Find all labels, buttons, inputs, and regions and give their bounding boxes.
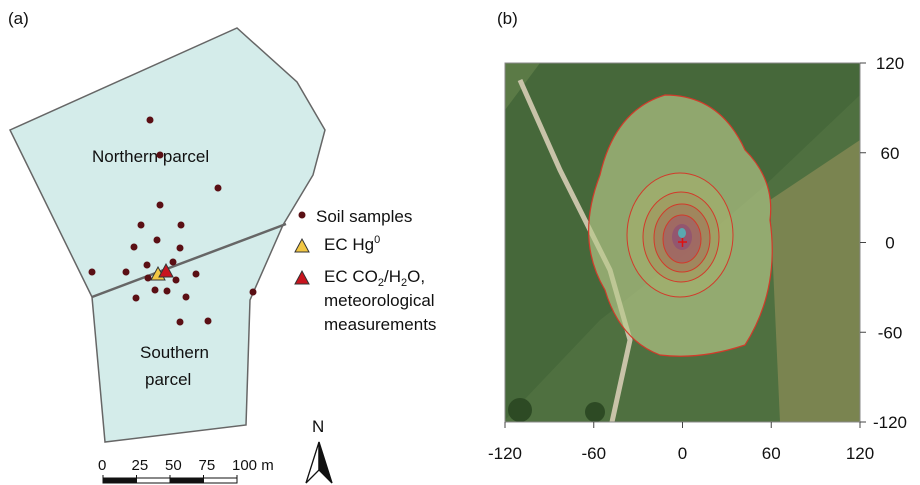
- soil-sample: [169, 258, 177, 266]
- legend-text: measurements: [324, 315, 436, 334]
- scale-segment: [136, 477, 171, 484]
- soil-sample: [177, 221, 185, 229]
- scale-segment: [203, 477, 238, 484]
- soil-sample: [192, 270, 200, 278]
- soil-sample: [130, 243, 138, 251]
- y-tick-label: 120: [876, 54, 904, 73]
- scale-bar: 0 25 50 75 100 m: [98, 457, 274, 484]
- soil-sample: [151, 286, 159, 294]
- scale-segment: [102, 477, 137, 484]
- y-tick-label: -120: [873, 413, 907, 432]
- north-arrow: [305, 441, 320, 484]
- soil-sample: [172, 276, 180, 284]
- scale-label: 75: [199, 457, 216, 474]
- north-arrow: [318, 441, 333, 484]
- scale-segment: [169, 477, 204, 484]
- subscript: 2: [378, 277, 384, 289]
- legend-text-part: EC Hg: [324, 235, 374, 254]
- panel-label: (a): [8, 9, 29, 28]
- legend-text: Soil samples: [316, 207, 412, 226]
- legend-text: meteorological: [324, 291, 435, 310]
- scale-label: 0: [98, 457, 106, 474]
- soil-sample: [182, 293, 190, 301]
- scale-label: 100 m: [232, 457, 274, 474]
- parcel-label: parcel: [145, 370, 191, 389]
- scale-label: 50: [165, 457, 182, 474]
- soil-sample: [176, 318, 184, 326]
- soil-sample: [132, 294, 140, 302]
- soil-sample: [156, 151, 164, 159]
- soil-sample: [176, 244, 184, 252]
- superscript: 0: [374, 234, 380, 246]
- scale-label: 25: [132, 457, 149, 474]
- soil-sample: [122, 268, 130, 276]
- axes: -120 -60 0 60 120 120 60 0 -60 -120: [488, 54, 907, 463]
- soil-sample: [163, 287, 171, 295]
- soil-sample: [146, 116, 154, 124]
- legend-dot: [298, 211, 306, 219]
- soil-sample: [144, 274, 152, 282]
- soil-sample: [88, 268, 96, 276]
- x-tick-label: 0: [678, 444, 687, 463]
- legend-triangle: [294, 237, 310, 253]
- soil-sample: [143, 261, 151, 269]
- aerial-image: [505, 63, 860, 422]
- y-tick-label: -60: [878, 323, 903, 342]
- legend-triangle: [294, 269, 310, 285]
- parcel-label: Southern: [140, 343, 209, 362]
- soil-sample: [153, 236, 161, 244]
- subscript: 2: [401, 277, 407, 289]
- soil-sample: [214, 184, 222, 192]
- samples: [88, 116, 257, 326]
- x-tick-label: 120: [846, 444, 874, 463]
- panel-label: (b): [497, 9, 518, 28]
- soil-sample: [156, 201, 164, 209]
- soil-sample: [137, 221, 145, 229]
- y-tick-label: 0: [885, 234, 894, 253]
- parcel-divider: [91, 222, 287, 299]
- north-label: N: [312, 417, 324, 436]
- legend-text-part: /H: [384, 267, 401, 286]
- y-tick-label: 60: [881, 144, 900, 163]
- legend-text: EC Hg0: [324, 234, 380, 254]
- co2-tower: [158, 262, 174, 278]
- soil-sample: [204, 317, 212, 325]
- legend-text: EC CO2/H2O,: [324, 267, 425, 289]
- legend-text-part: O,: [407, 267, 425, 286]
- x-tick-label: -120: [488, 444, 522, 463]
- x-tick-label: 60: [762, 444, 781, 463]
- legend-text-part: EC CO: [324, 267, 378, 286]
- soil-sample: [249, 288, 257, 296]
- parcel-label: Northern parcel: [92, 147, 209, 166]
- x-tick-label: -60: [581, 444, 606, 463]
